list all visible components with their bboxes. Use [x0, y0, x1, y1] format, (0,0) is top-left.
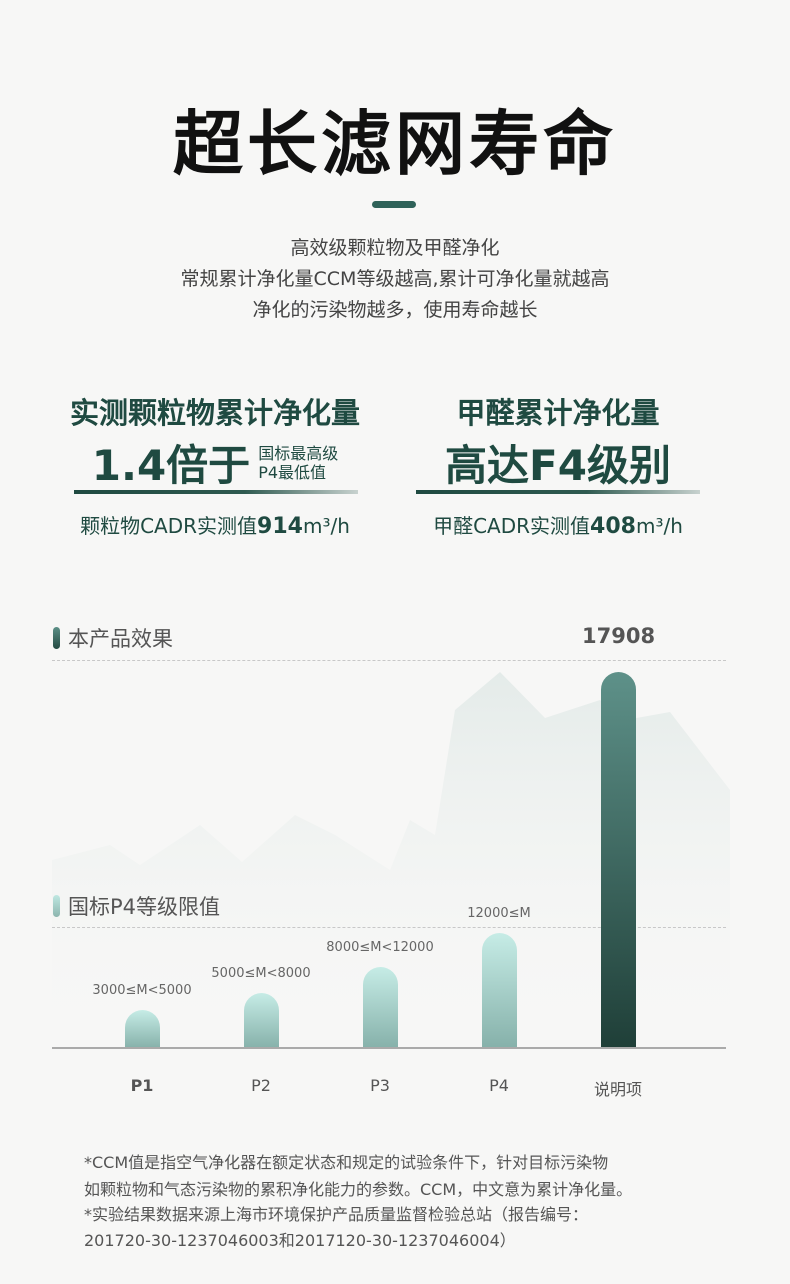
- subtitle-line: 净化的污染物越多，使用寿命越长: [252, 299, 538, 321]
- footnote: 201720-30-1237046003和2017120-30-12370460…: [84, 1231, 516, 1250]
- footnote: *CCM值是指空气净化器在额定状态和规定的试验条件下，针对目标污染物: [84, 1153, 609, 1172]
- subtitle-line: 常规累计净化量CCM等级越高,累计可净化量就越高: [180, 268, 610, 290]
- category-label: P2: [251, 1076, 271, 1095]
- legend-standard: 国标P4等级限值: [53, 891, 220, 921]
- product-value-label: 17908: [582, 624, 656, 648]
- cadr-unit: m³/h: [635, 514, 683, 538]
- cadr-label: 颗粒物CADR实测值: [80, 514, 258, 538]
- legend-product: 本产品效果: [53, 623, 173, 653]
- bar-chart: 3000≤M<5000 P1 5000≤M<8000 P2 8000≤M<12000 P3…: [92, 672, 643, 1099]
- range-label: 5000≤M<8000: [211, 965, 311, 981]
- left-stat-value: 1.4倍于: [91, 441, 251, 490]
- mountain-background: [52, 672, 730, 1050]
- category-label: P1: [130, 1076, 154, 1095]
- bar-p4: [482, 933, 517, 1048]
- footnote: *实验结果数据来源上海市环境保护产品质量监督检验总站（报告编号：: [84, 1205, 589, 1224]
- category-label: 说明项: [593, 1080, 643, 1099]
- cadr-value: 914: [257, 514, 303, 539]
- product-dashed-line: [52, 660, 726, 661]
- bar-product: [601, 672, 636, 1048]
- subtitle-line: 高效级颗粒物及甲醛净化: [290, 237, 500, 259]
- left-stat-note: 国标最高级 P4最低值: [258, 444, 338, 482]
- page-title: 超长滤网寿命: [173, 103, 617, 185]
- note-line: P4最低值: [258, 462, 327, 482]
- right-heading: 甲醛累计净化量: [456, 396, 660, 430]
- left-cadr: 颗粒物CADR实测值914m³/h: [45, 510, 385, 539]
- legend-marker: [53, 627, 60, 649]
- left-heading: 实测颗粒物累计净化量: [69, 396, 360, 430]
- category-label: P3: [370, 1076, 390, 1095]
- cadr-value: 408: [590, 514, 636, 539]
- note-line: 国标最高级: [258, 443, 339, 463]
- range-label: 3000≤M<5000: [92, 983, 192, 998]
- right-stat: 高达F4级别: [445, 441, 671, 490]
- cadr-label: 甲醛CADR实测值: [433, 514, 591, 538]
- legend-label: 本产品效果: [68, 627, 173, 651]
- bar-p3: [363, 967, 398, 1048]
- x-axis: [52, 1047, 726, 1049]
- left-stat: 1.4倍于 国标最高级 P4最低值: [45, 432, 385, 493]
- right-cadr: 甲醛CADR实测值408m³/h: [388, 510, 728, 539]
- footnote: 如颗粒物和气态污染物的累积净化能力的参数。CCM，中文意为累计净化量。: [84, 1180, 633, 1199]
- bar-p2: [244, 992, 279, 1048]
- p4-dashed-line: [52, 927, 726, 928]
- range-label: 12000≤M: [467, 906, 531, 921]
- title-underline: [372, 201, 416, 208]
- category-label: P4: [489, 1076, 509, 1095]
- cadr-unit: m³/h: [302, 514, 350, 538]
- left-divider: [74, 490, 358, 494]
- legend-marker: [53, 895, 60, 917]
- range-label: 8000≤M<12000: [326, 940, 434, 956]
- bar-p1: [125, 1010, 160, 1048]
- legend-label: 国标P4等级限值: [68, 895, 221, 919]
- right-divider: [416, 490, 700, 494]
